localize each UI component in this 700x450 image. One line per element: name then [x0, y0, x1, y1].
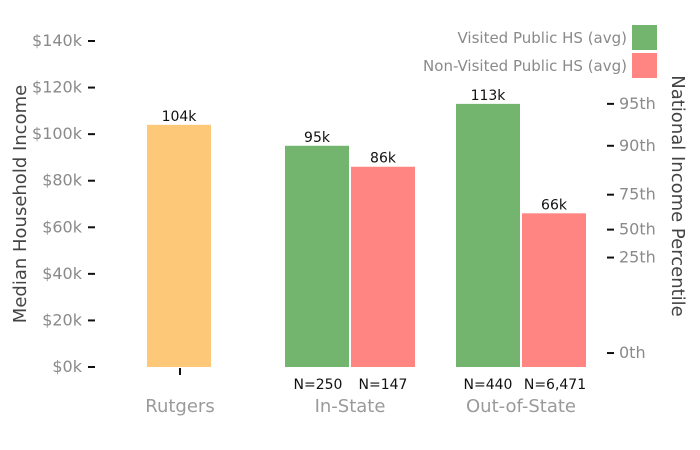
y-axis-tick-label: $140k [32, 31, 83, 50]
right-axis-title: National Income Percentile [667, 75, 688, 317]
legend-swatch-visited [632, 25, 657, 50]
y-axis-title: Median Household Income [10, 85, 31, 323]
bar-visited-2 [456, 103, 520, 367]
right-axis-tick-label: 0th [619, 343, 646, 362]
bar-value-label: 95k [304, 130, 331, 146]
bar-value-label: 86k [370, 151, 397, 167]
sample-size-label: N=147 [359, 377, 408, 393]
right-axis-tick-label: 90th [619, 136, 656, 155]
bar-value-label: 113k [471, 88, 507, 104]
bar-visited-1 [285, 145, 349, 367]
legend-label-non_visited: Non-Visited Public HS (avg) [423, 57, 627, 75]
y-axis-tick-label: $100k [32, 124, 83, 143]
y-axis-tick-label: $120k [32, 78, 83, 97]
sample-size-label: N=6,471 [524, 377, 586, 393]
sample-size-label: N=440 [464, 377, 513, 393]
bar-non_visited-2 [522, 213, 586, 367]
y-axis-tick-label: $60k [42, 217, 83, 236]
bar-non_visited-1 [351, 166, 415, 367]
legend-swatch-non_visited [632, 53, 657, 78]
bar-value-label: 66k [541, 197, 568, 213]
y-axis-tick-label: $20k [42, 310, 83, 329]
x-axis-category-label: In-State [315, 396, 386, 417]
y-axis-tick-label: $0k [52, 357, 82, 376]
y-axis-tick-label: $80k [42, 171, 83, 190]
right-axis-tick-label: 50th [619, 220, 656, 239]
x-axis-category-label: Out-of-State [466, 396, 576, 417]
right-axis-tick-label: 75th [619, 185, 656, 204]
legend-label-visited: Visited Public HS (avg) [457, 29, 627, 47]
y-axis-tick-label: $40k [42, 264, 83, 283]
bar-value-label: 104k [162, 109, 198, 125]
x-axis-category-label: Rutgers [145, 396, 214, 417]
right-axis-tick-label: 95th [619, 94, 656, 113]
bar-rutgers-0 [147, 124, 211, 367]
right-axis-tick-label: 25th [619, 248, 656, 267]
sample-size-label: N=250 [294, 377, 343, 393]
